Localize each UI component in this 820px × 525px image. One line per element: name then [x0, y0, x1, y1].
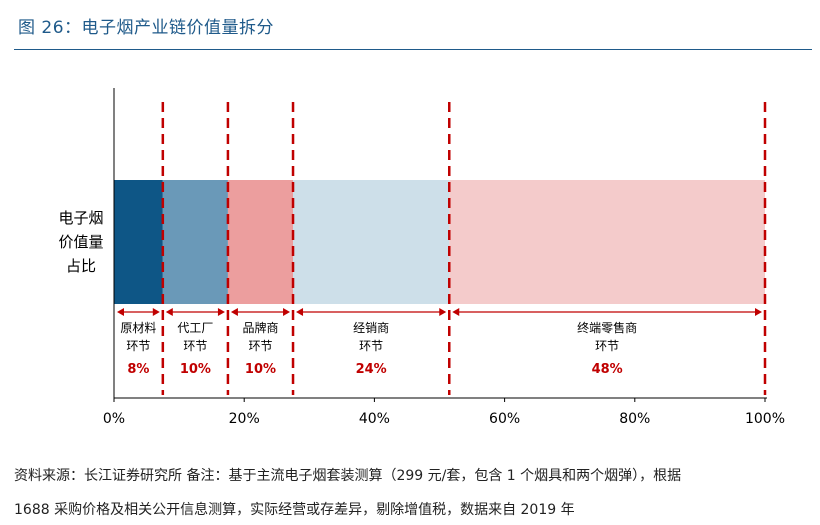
segment-label: 原材料	[120, 321, 156, 335]
arrow-head-right	[755, 308, 762, 316]
segment-value-label: 48%	[592, 362, 623, 377]
segment-value-label: 10%	[245, 362, 276, 377]
segment-value-label: 10%	[180, 362, 211, 377]
segment-label: 代工厂	[177, 321, 213, 335]
bar-segment-2	[162, 180, 228, 304]
category-label: 价值量	[58, 233, 103, 251]
segment-label: 环节	[126, 339, 150, 353]
arrow-head-left	[117, 308, 124, 316]
arrow-head-right	[152, 308, 160, 316]
category-label: 电子烟	[58, 209, 103, 227]
segment-label: 品牌商	[242, 320, 278, 335]
x-tick-label: 80%	[619, 411, 650, 427]
bar-segment-3	[227, 180, 294, 304]
arrow-head-right	[217, 308, 225, 316]
arrow-head-right	[283, 308, 291, 316]
segment-label: 经销商	[353, 320, 389, 335]
bar-segment-4	[293, 180, 450, 304]
arrow-head-left	[165, 308, 173, 316]
bar-segment-1	[114, 180, 163, 304]
segment-label: 环节	[248, 339, 272, 353]
segment-value-label: 8%	[127, 362, 149, 377]
footer-source-note-cont: 1688 采购价格及相关公开信息测算，实际经营或存差异，剔除增值税，数据来自 2…	[14, 502, 575, 518]
bar-segment-5	[449, 180, 765, 304]
segment-label: 环节	[183, 339, 207, 353]
arrow-head-right	[439, 308, 447, 316]
title-divider	[14, 49, 812, 50]
x-tick-label: 60%	[489, 411, 520, 427]
arrow-head-left	[230, 308, 238, 316]
x-tick-label: 20%	[229, 411, 260, 427]
segment-label: 环节	[359, 339, 383, 353]
arrow-head-left	[452, 308, 460, 316]
figure-title: 图 26：电子烟产业链价值量拆分	[18, 18, 275, 38]
x-tick-label: 100%	[745, 411, 785, 427]
segment-label: 环节	[595, 339, 619, 353]
x-tick-label: 0%	[103, 411, 125, 427]
footer-source-note: 资料来源：长江证券研究所 备注：基于主流电子烟套装测算（299 元/套，包含 1…	[14, 468, 682, 484]
segment-value-label: 24%	[356, 362, 387, 377]
segment-label: 终端零售商	[577, 320, 637, 335]
arrow-head-left	[296, 308, 304, 316]
x-tick-label: 40%	[359, 411, 390, 427]
category-label: 占比	[66, 257, 96, 275]
